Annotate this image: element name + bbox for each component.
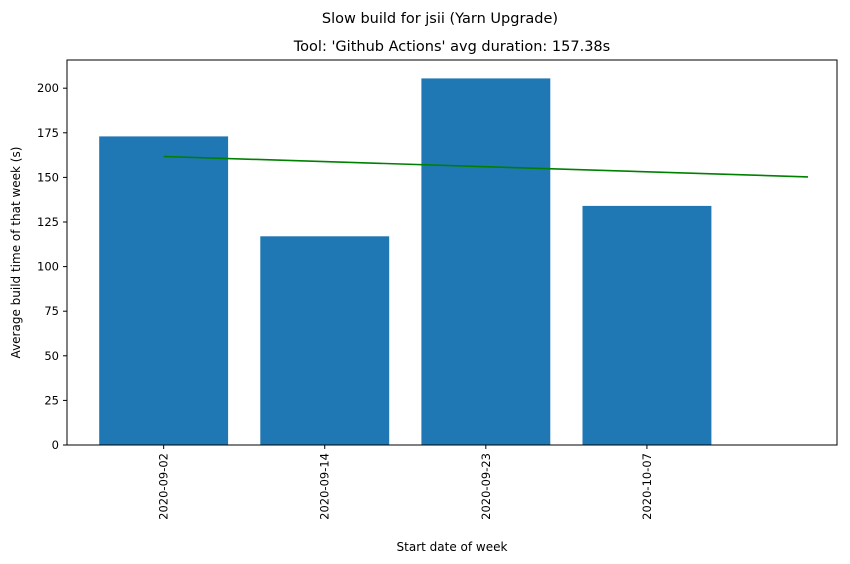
trend-line-group [163,155,809,178]
y-tick-label-0: 0 [52,438,59,452]
y-axis: 0 25 50 75 100 125 150 175 200 [37,81,67,452]
bar-2020-10-07 [582,205,712,445]
y-tick-label-200: 200 [37,81,59,95]
x-tick-label-2020-09-23: 2020-09-23 [479,453,493,520]
bar-2020-09-14 [260,236,390,445]
chart-title: Tool: 'Github Actions' avg duration: 157… [293,39,610,55]
chart-suptitle: Slow build for jsii (Yarn Upgrade) [322,11,558,27]
bars-group [99,78,712,446]
y-tick-label-175: 175 [37,126,59,140]
y-tick-label-100: 100 [37,260,59,274]
bar-2020-09-02 [99,136,229,445]
y-tick-label-150: 150 [37,170,59,184]
x-tick-label-2020-10-07: 2020-10-07 [640,453,654,520]
y-tick-label-125: 125 [37,215,59,229]
y-tick-label-50: 50 [44,349,59,363]
x-axis: 2020-09-02 2020-09-14 2020-09-23 2020-10-07 [157,445,654,520]
bar-2020-09-23 [421,78,551,446]
y-tick-label-75: 75 [44,304,59,318]
y-axis-label: Average build time of that week (s) [9,147,23,359]
x-tick-label-2020-09-14: 2020-09-14 [318,453,332,520]
x-tick-label-2020-09-02: 2020-09-02 [157,453,171,520]
y-tick-label-25: 25 [44,393,59,407]
plot-frame [66,59,838,446]
x-axis-label: Start date of week [397,540,508,554]
trend-line [163,155,809,178]
